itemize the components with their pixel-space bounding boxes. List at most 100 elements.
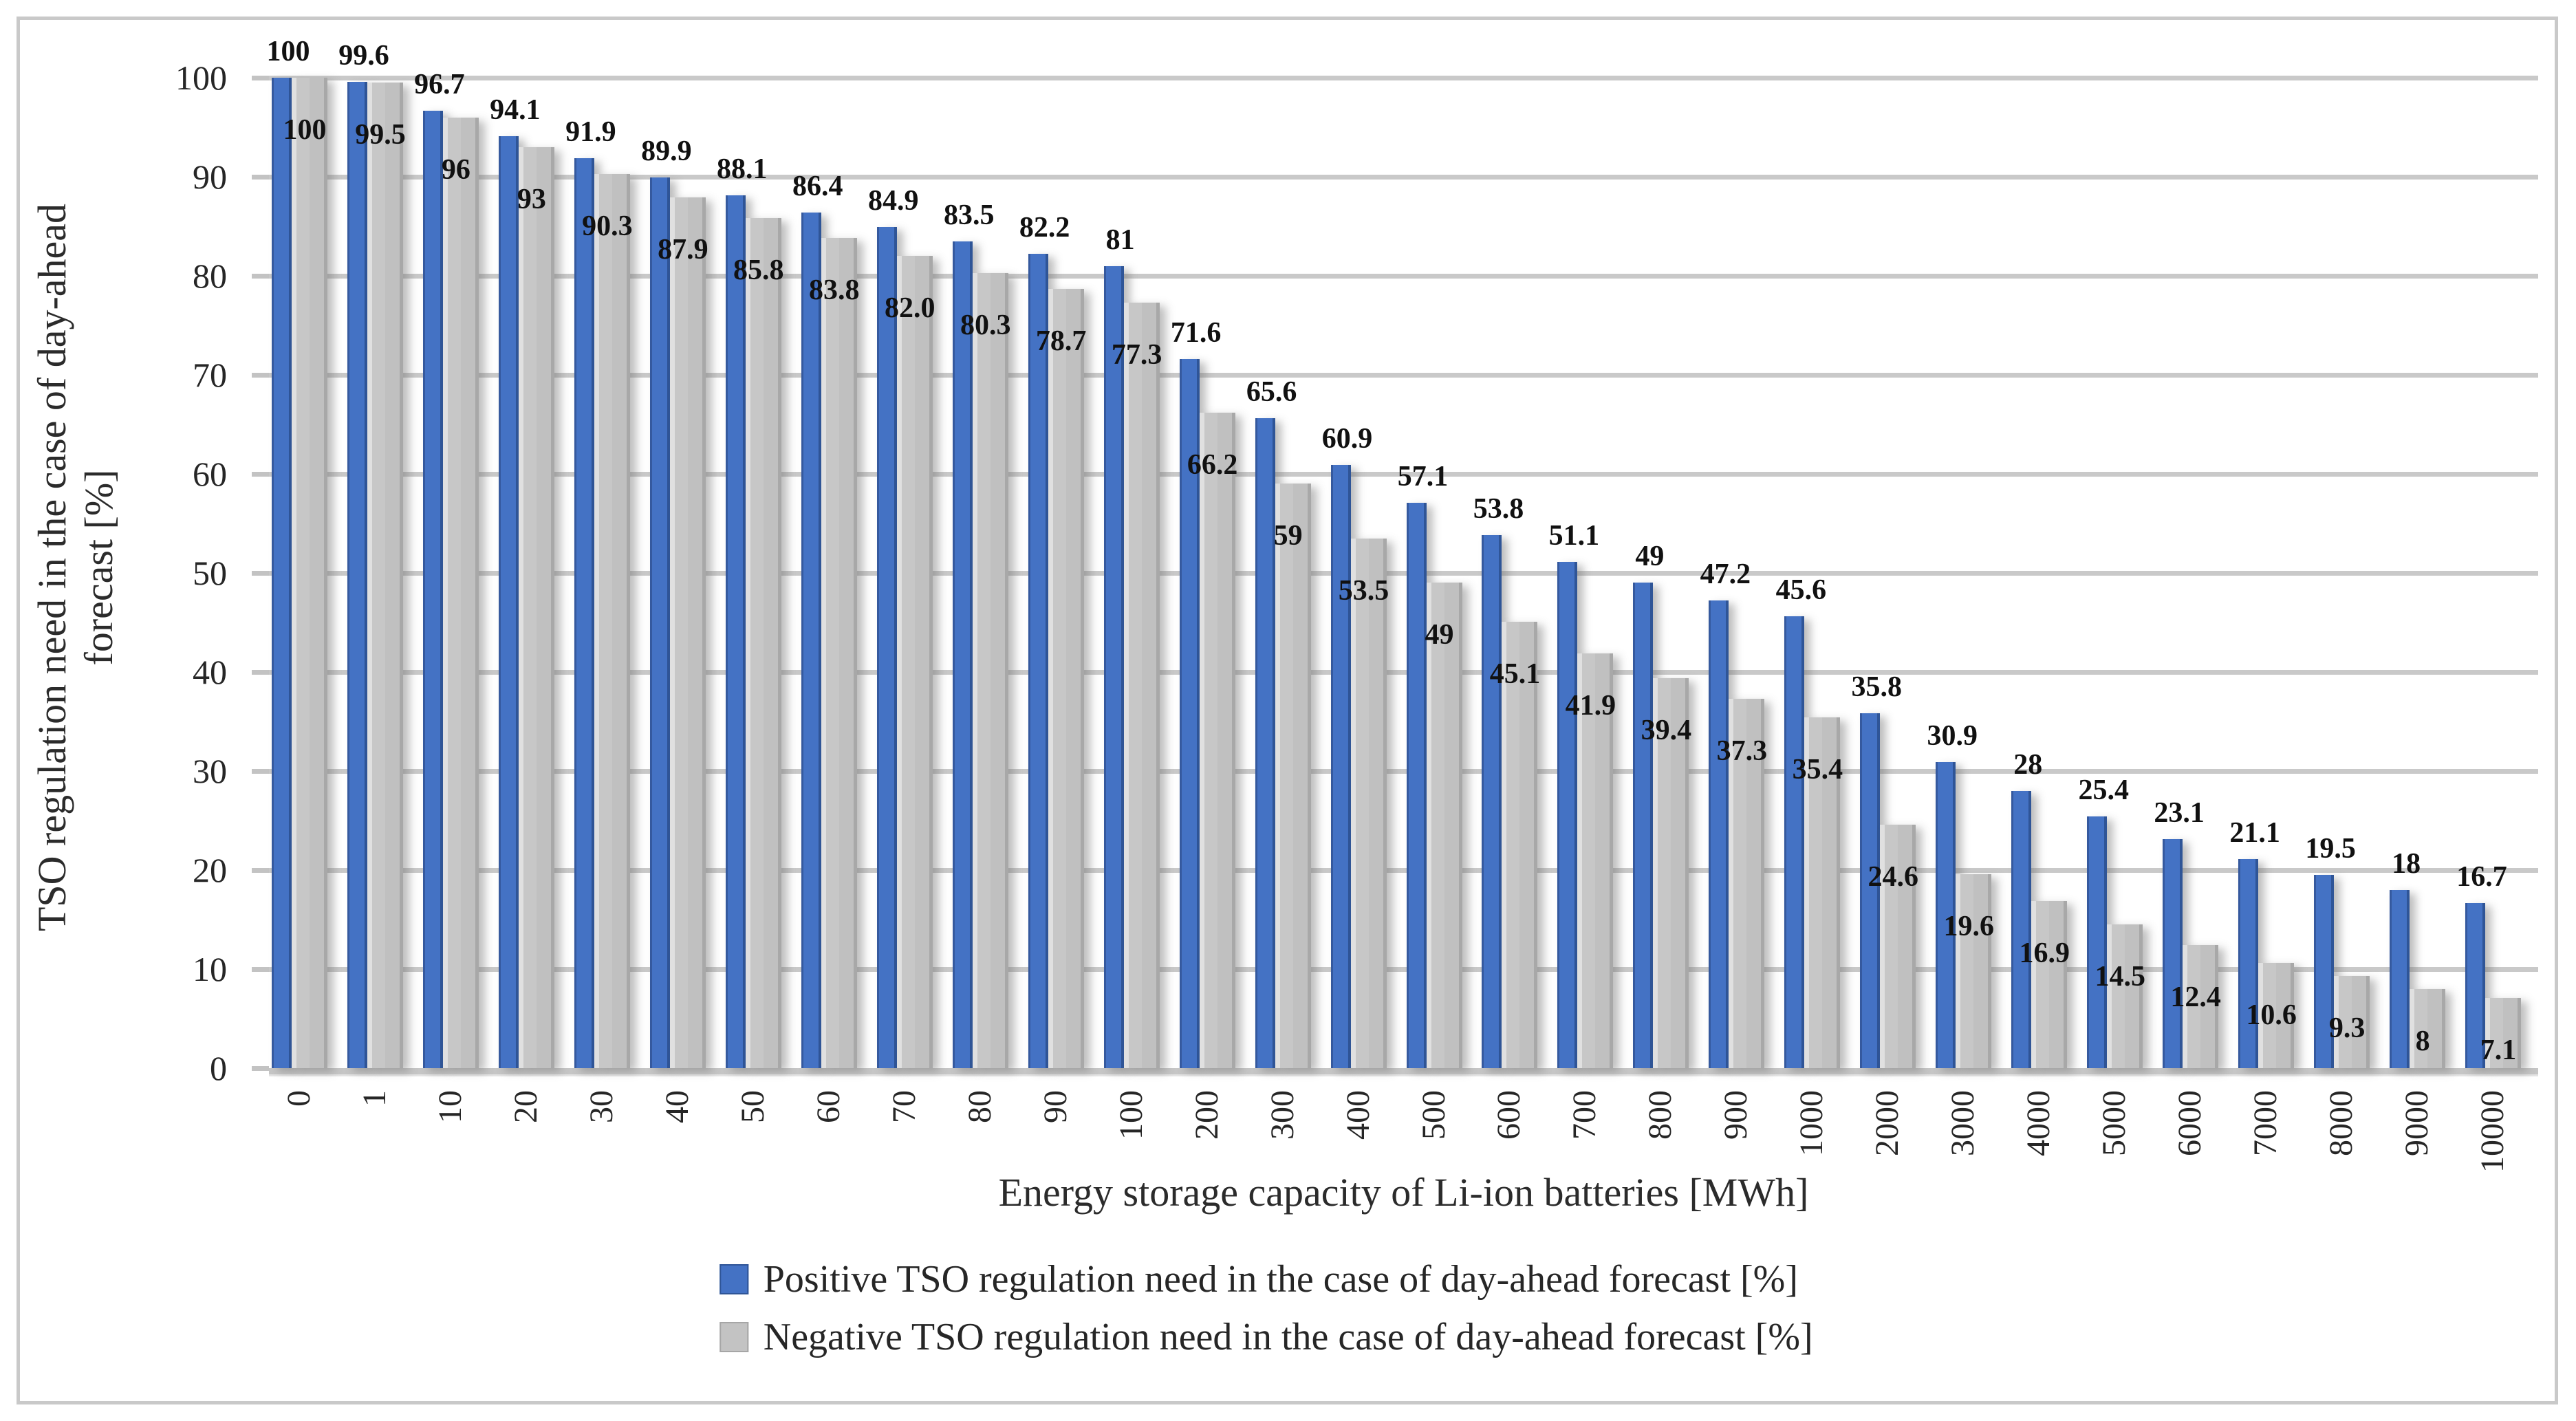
bar-negative bbox=[1350, 538, 1387, 1068]
gridline bbox=[269, 571, 2538, 576]
bar-negative bbox=[821, 238, 857, 1068]
data-label-negative: 83.8 bbox=[809, 274, 860, 307]
x-tick-label: 3000 bbox=[1945, 1090, 1982, 1156]
data-label-positive: 23.1 bbox=[2154, 797, 2205, 829]
bar-positive bbox=[1255, 418, 1275, 1068]
bar-positive bbox=[2163, 839, 2183, 1068]
data-label-negative: 12.4 bbox=[2170, 981, 2221, 1014]
x-tick-label: 600 bbox=[1491, 1090, 1528, 1140]
data-label-negative: 87.9 bbox=[658, 234, 708, 266]
data-label-negative: 10.6 bbox=[2246, 999, 2297, 1032]
data-label-positive: 35.8 bbox=[1851, 671, 1903, 704]
x-tick-label: 1 bbox=[356, 1090, 393, 1107]
bar-positive bbox=[952, 241, 973, 1068]
bar-negative bbox=[2031, 900, 2068, 1068]
y-tick-label: 20 bbox=[193, 851, 227, 889]
data-label-positive: 84.9 bbox=[867, 185, 919, 217]
legend-item-positive: Positive TSO regulation need in the case… bbox=[719, 1257, 1813, 1301]
x-tick-label: 7000 bbox=[2247, 1090, 2284, 1156]
bar-negative bbox=[442, 117, 479, 1068]
bar-negative bbox=[292, 78, 327, 1068]
bar-positive bbox=[272, 78, 292, 1068]
bar-positive bbox=[1633, 583, 1654, 1068]
y-tick-mark bbox=[252, 175, 269, 180]
data-label-negative: 93 bbox=[517, 183, 546, 215]
bar-negative bbox=[1880, 824, 1916, 1068]
bar-positive bbox=[2465, 902, 2486, 1068]
data-label-positive: 21.1 bbox=[2229, 817, 2280, 849]
x-tick-label: 9000 bbox=[2399, 1090, 2436, 1156]
data-label-positive: 51.1 bbox=[1548, 520, 1600, 552]
gridline bbox=[269, 967, 2538, 972]
data-label-positive: 65.6 bbox=[1246, 376, 1297, 409]
x-tick-label: 5000 bbox=[2096, 1090, 2133, 1156]
bar-negative bbox=[367, 83, 403, 1068]
bar-negative bbox=[518, 147, 554, 1068]
x-axis-title: Energy storage capacity of Li-ion batter… bbox=[998, 1170, 1809, 1215]
y-tick-mark bbox=[252, 769, 269, 774]
data-label-positive: 49 bbox=[1635, 541, 1665, 573]
bar-positive bbox=[1482, 535, 1502, 1068]
x-tick-label: 10 bbox=[431, 1090, 468, 1123]
bar-negative bbox=[2107, 924, 2143, 1068]
data-label-positive: 81 bbox=[1105, 224, 1135, 256]
data-label-positive: 86.4 bbox=[792, 170, 843, 202]
data-label-positive: 47.2 bbox=[1700, 558, 1751, 591]
bar-negative bbox=[2410, 988, 2446, 1068]
x-tick-label: 1000 bbox=[1793, 1090, 1830, 1156]
x-tick-label: 40 bbox=[658, 1090, 695, 1123]
bar-positive bbox=[1179, 358, 1200, 1068]
bar-positive bbox=[725, 195, 746, 1068]
x-tick-label: 900 bbox=[1718, 1090, 1755, 1140]
y-tick-mark bbox=[252, 274, 269, 279]
y-tick-mark bbox=[252, 1066, 269, 1071]
y-axis-title-line2: forecast [%] bbox=[76, 469, 121, 666]
y-tick-label: 90 bbox=[193, 158, 227, 196]
data-label-negative: 24.6 bbox=[1868, 860, 1919, 893]
x-tick-label: 500 bbox=[1415, 1090, 1452, 1140]
data-label-positive: 28 bbox=[2013, 748, 2043, 781]
x-tick-label: 60 bbox=[810, 1090, 847, 1123]
legend-marker-negative-icon bbox=[719, 1322, 748, 1352]
bar-negative bbox=[745, 218, 781, 1068]
bar-negative bbox=[1199, 412, 1235, 1068]
bar-positive bbox=[649, 177, 670, 1068]
data-label-positive: 82.2 bbox=[1019, 212, 1070, 244]
data-label-positive: 57.1 bbox=[1397, 460, 1449, 492]
x-tick-label: 100 bbox=[1112, 1090, 1149, 1140]
y-tick-mark bbox=[252, 571, 269, 576]
data-label-negative: 45.1 bbox=[1489, 658, 1541, 690]
x-tick-label: 8000 bbox=[2323, 1090, 2360, 1156]
y-tick-label: 80 bbox=[193, 257, 227, 295]
data-label-negative: 8 bbox=[2415, 1025, 2430, 1057]
y-tick-mark bbox=[252, 76, 269, 80]
data-label-negative: 90.3 bbox=[582, 210, 633, 242]
bar-positive bbox=[1709, 600, 1729, 1068]
bar-negative bbox=[2485, 997, 2522, 1068]
bar-negative bbox=[2183, 945, 2219, 1068]
bar-negative bbox=[669, 197, 706, 1068]
legend-label-negative: Negative TSO regulation need in the case… bbox=[763, 1316, 1813, 1358]
x-tick-label: 200 bbox=[1188, 1090, 1225, 1140]
x-tick-label: 10000 bbox=[2474, 1090, 2511, 1173]
bar-negative bbox=[1653, 677, 1689, 1068]
gridline bbox=[269, 670, 2538, 675]
bar-positive bbox=[1936, 762, 1956, 1068]
bar-negative bbox=[1426, 583, 1462, 1068]
y-tick-label: 10 bbox=[193, 950, 227, 988]
bar-negative bbox=[2258, 963, 2295, 1068]
data-label-positive: 16.7 bbox=[2456, 860, 2507, 893]
x-tick-label: 80 bbox=[961, 1090, 998, 1123]
bar-positive bbox=[422, 110, 443, 1068]
data-label-negative: 82.0 bbox=[884, 292, 935, 325]
gridline bbox=[269, 472, 2538, 477]
bar-negative bbox=[1729, 698, 1765, 1068]
bar-negative bbox=[1502, 621, 1538, 1068]
data-label-negative: 19.6 bbox=[1943, 910, 1995, 942]
data-label-negative: 85.8 bbox=[733, 254, 784, 287]
y-tick-label: 70 bbox=[193, 356, 227, 394]
bar-positive bbox=[2238, 859, 2259, 1068]
x-tick-label: 90 bbox=[1037, 1090, 1074, 1123]
data-label-negative: 100 bbox=[283, 114, 327, 146]
